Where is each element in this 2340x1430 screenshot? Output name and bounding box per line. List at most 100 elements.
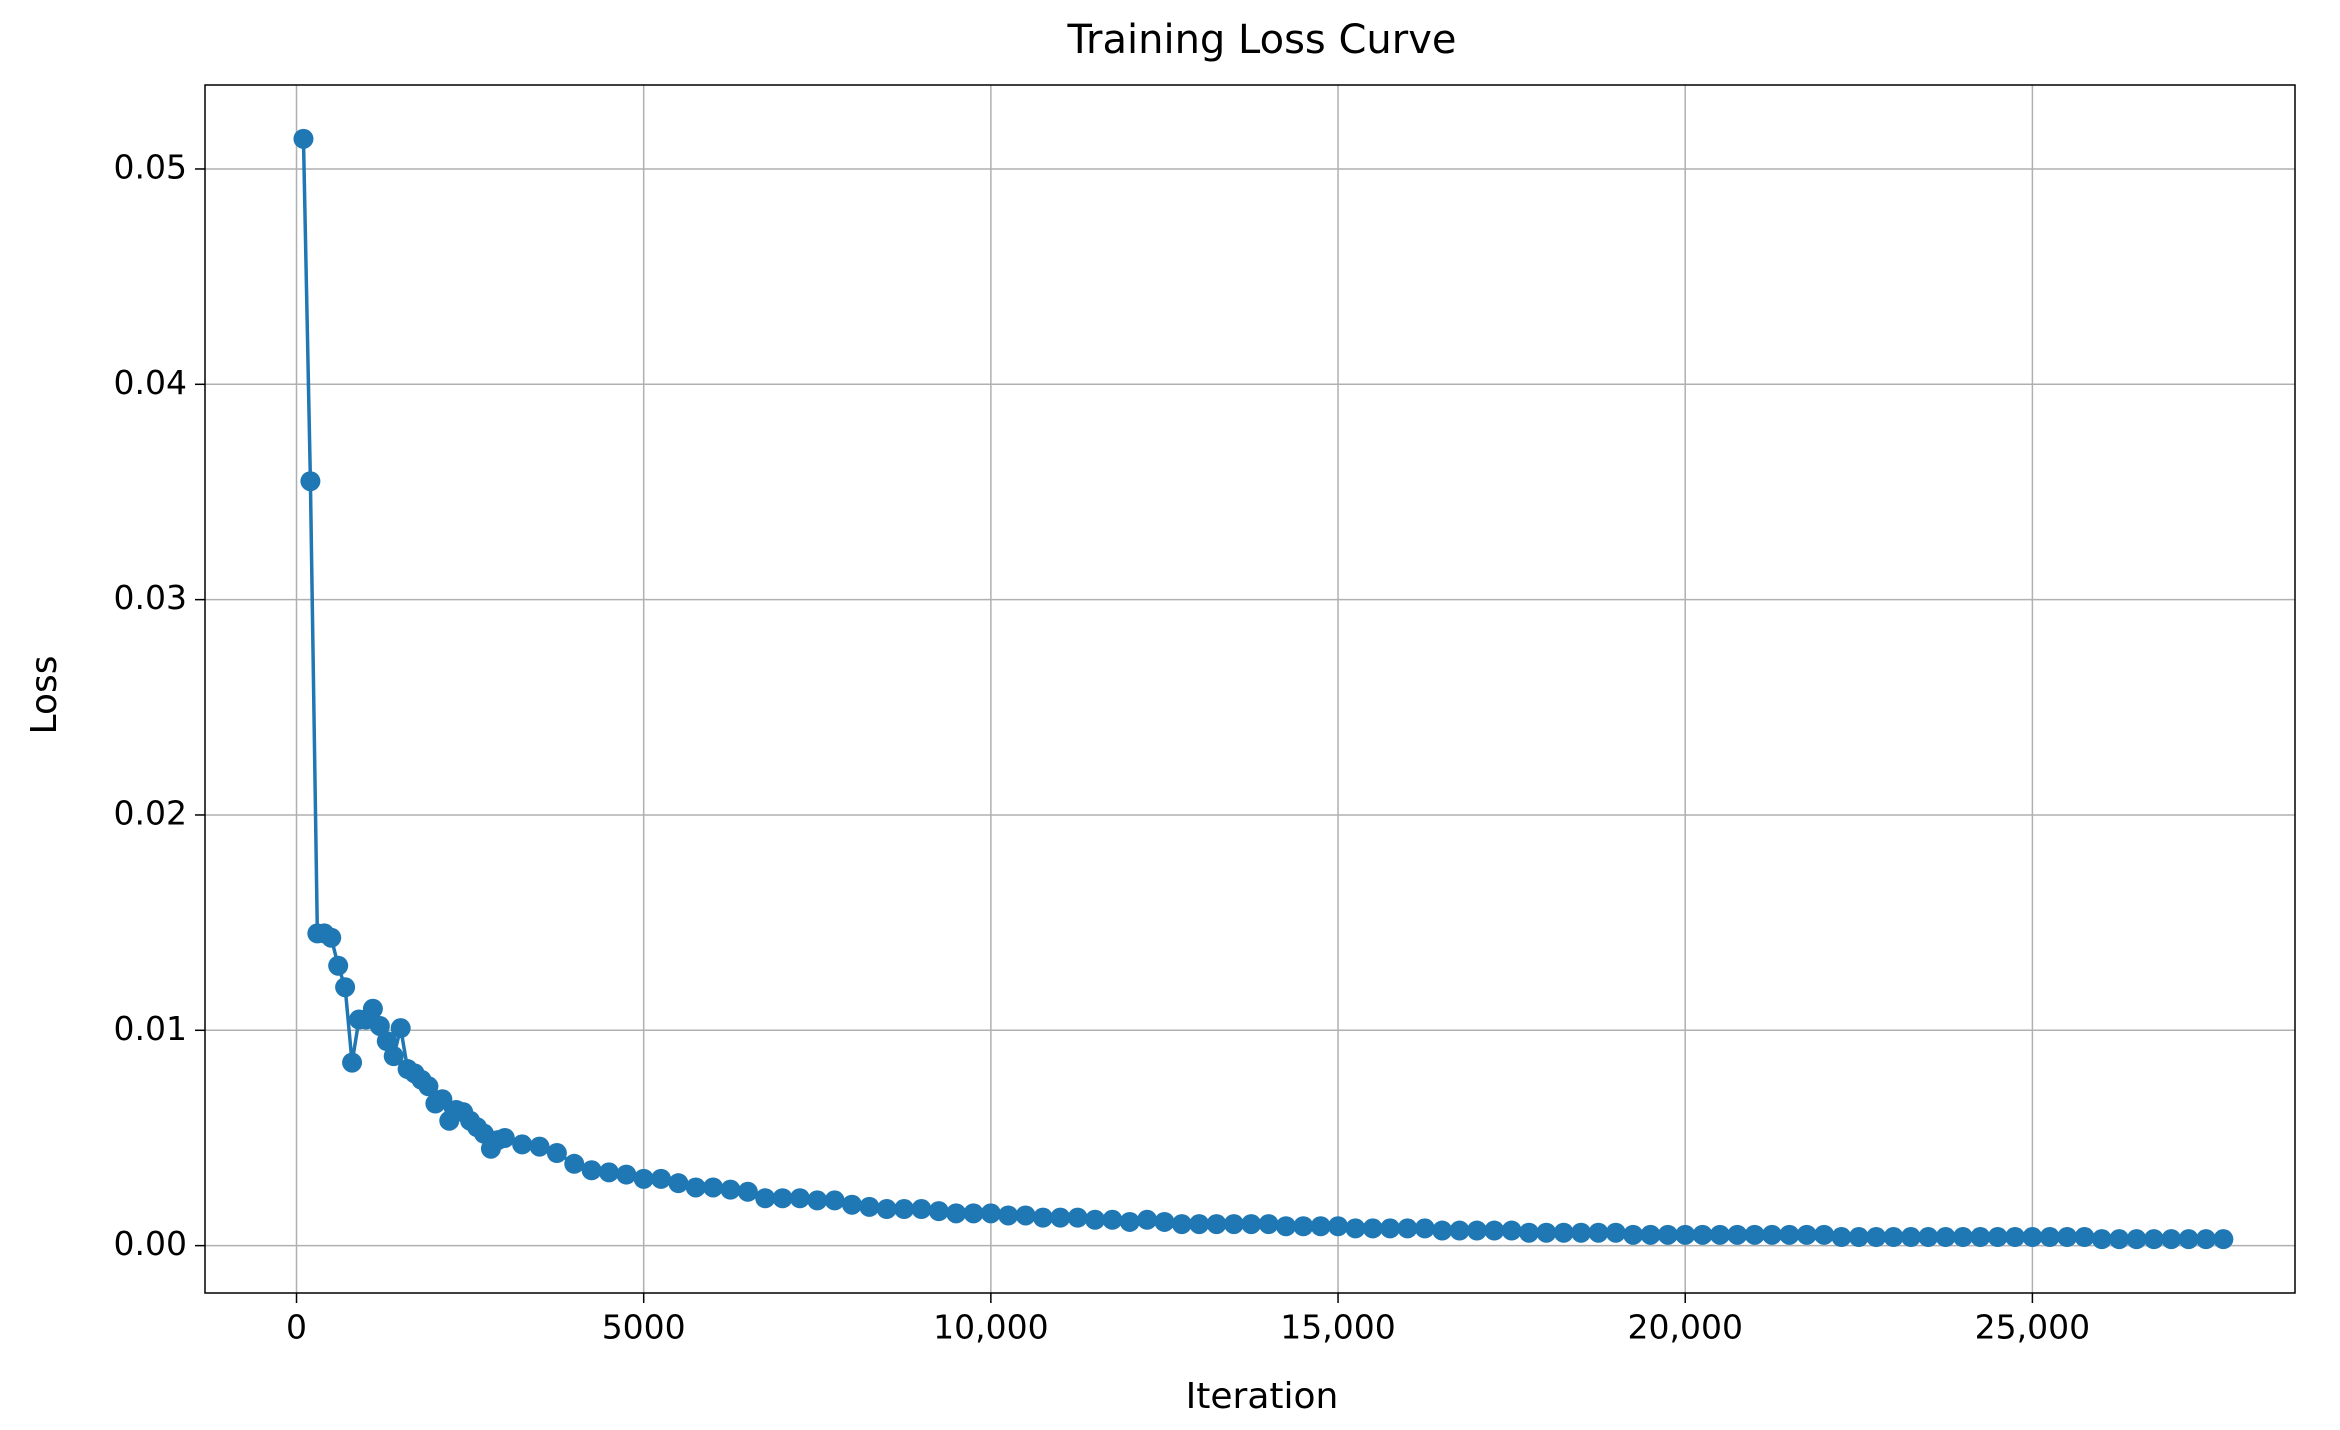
marker (1605, 1222, 1626, 1243)
marker (1362, 1218, 1383, 1239)
marker (2074, 1227, 2095, 1248)
marker (1866, 1227, 1887, 1248)
marker (2091, 1229, 2112, 1250)
marker (1154, 1211, 1175, 1232)
marker (598, 1162, 619, 1183)
marker (383, 1046, 404, 1067)
marker (1970, 1227, 1991, 1248)
marker (928, 1201, 949, 1222)
marker (369, 1015, 390, 1036)
marker (1189, 1214, 1210, 1235)
x-axis-label: Iteration (1186, 1376, 1339, 1417)
marker (2022, 1227, 2043, 1248)
marker (2109, 1229, 2130, 1250)
marker (1258, 1214, 1279, 1235)
marker (300, 471, 321, 492)
marker (321, 927, 342, 948)
marker (1449, 1220, 1470, 1241)
marker (1050, 1207, 1071, 1228)
marker (1171, 1214, 1192, 1235)
marker (1241, 1214, 1262, 1235)
marker (1380, 1218, 1401, 1239)
marker (328, 955, 349, 976)
marker (1657, 1224, 1678, 1245)
marker (335, 977, 356, 998)
marker (1484, 1220, 1505, 1241)
marker (2143, 1229, 2164, 1250)
marker (581, 1160, 602, 1181)
marker (720, 1179, 741, 1200)
marker (1883, 1227, 1904, 1248)
marker (418, 1076, 439, 1097)
marker (946, 1203, 967, 1224)
marker (1518, 1222, 1539, 1243)
marker (1571, 1222, 1592, 1243)
x-tick-label: 10,000 (933, 1308, 1048, 1347)
marker (390, 1018, 411, 1039)
marker (980, 1203, 1001, 1224)
marker (2126, 1229, 2147, 1250)
x-tick-label: 15,000 (1280, 1308, 1395, 1347)
plot-frame (204, 84, 2296, 1294)
marker (1553, 1222, 1574, 1243)
marker (1935, 1227, 1956, 1248)
marker (1085, 1209, 1106, 1230)
marker (1293, 1216, 1314, 1237)
marker (1918, 1227, 1939, 1248)
marker (876, 1199, 897, 1220)
marker (2178, 1229, 2199, 1250)
marker (1414, 1218, 1435, 1239)
marker (651, 1168, 672, 1189)
x-tick-label: 5000 (602, 1308, 686, 1347)
marker (2195, 1229, 2216, 1250)
marker (1397, 1218, 1418, 1239)
marker (1588, 1222, 1609, 1243)
marker (789, 1188, 810, 1209)
marker (1727, 1224, 1748, 1245)
marker (1675, 1224, 1696, 1245)
chart-title: Training Loss Curve (1066, 17, 1456, 63)
marker (2057, 1227, 2078, 1248)
marker (824, 1190, 845, 1211)
marker (342, 1052, 363, 1073)
y-tick-label: 0.01 (114, 1009, 187, 1048)
y-tick-label: 0.03 (114, 578, 187, 617)
marker (1067, 1207, 1088, 1228)
marker (293, 128, 314, 149)
marker (1796, 1224, 1817, 1245)
x-tick-label: 20,000 (1627, 1308, 1742, 1347)
marker (2213, 1229, 2234, 1250)
loss-line (301, 138, 2224, 1241)
marker (807, 1190, 828, 1211)
marker (1466, 1220, 1487, 1241)
marker (1015, 1205, 1036, 1226)
marker (1432, 1220, 1453, 1241)
x-tick-label: 25,000 (1975, 1308, 2090, 1347)
marker (2039, 1227, 2060, 1248)
marker (1709, 1224, 1730, 1245)
marker (2161, 1229, 2182, 1250)
marker (1310, 1216, 1331, 1237)
y-tick-label: 0.04 (114, 363, 187, 402)
marker (1814, 1224, 1835, 1245)
marker (2005, 1227, 2026, 1248)
marker (432, 1089, 453, 1110)
marker (1831, 1227, 1852, 1248)
marker (911, 1199, 932, 1220)
marker (755, 1188, 776, 1209)
marker (633, 1168, 654, 1189)
marker (963, 1203, 984, 1224)
marker (1744, 1224, 1765, 1245)
y-tick-label: 0.00 (114, 1224, 187, 1263)
marker (512, 1134, 533, 1155)
marker (894, 1199, 915, 1220)
marker (1345, 1218, 1366, 1239)
marker (703, 1177, 724, 1198)
marker (737, 1181, 758, 1202)
marker (1119, 1211, 1140, 1232)
y-tick-label: 0.02 (114, 793, 187, 832)
marker (998, 1205, 1019, 1226)
marker (1900, 1227, 1921, 1248)
marker (1987, 1227, 2008, 1248)
